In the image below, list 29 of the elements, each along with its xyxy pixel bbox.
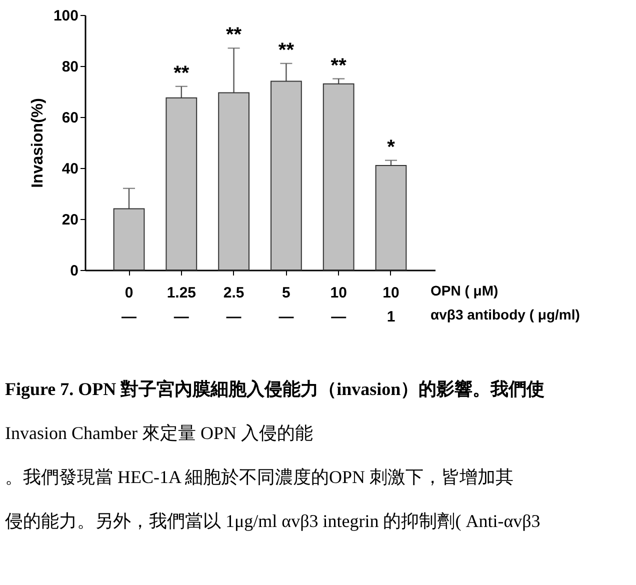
text: 。我們發現當 HEC-1A 細胞於不同濃度的OPN 刺激下，皆增加其 <box>5 467 514 487</box>
x-tick-label: 10 — <box>330 284 347 326</box>
bar <box>375 164 407 270</box>
y-axis-title: Invasion(%) <box>29 98 46 188</box>
bar <box>322 83 354 270</box>
text: 侵的能力。另外，我們當以 1μg/ml αvβ3 integrin 的抑制劑( Anti-αvβ3 <box>5 511 540 531</box>
y-tick-label: 80 <box>62 58 78 76</box>
y-tick-label: 20 <box>62 212 78 228</box>
annotation: ** <box>174 62 190 84</box>
annotation: ** <box>226 24 242 46</box>
y-tick-label: 100 <box>53 8 78 24</box>
x-tick-label: 10 1 <box>382 284 400 326</box>
annotation: * <box>387 136 396 158</box>
annotation: ** <box>278 39 294 62</box>
y-tick-label: 0 <box>70 262 78 280</box>
y-tick-label: 60 <box>62 110 78 126</box>
bar <box>218 92 250 270</box>
caption: Figure 7. OPN 對子宮內膜細胞入侵能力（invasion）的影響。我們使 <box>5 379 545 399</box>
annotation: ** <box>330 54 347 77</box>
x-tick-label: 2.5 — <box>223 284 244 326</box>
x-tick-label: 5 — <box>278 284 294 326</box>
bar <box>166 97 198 270</box>
x-axis-title: OPN ( μM) αvβ3 antibody ( μg/ml) <box>430 282 580 322</box>
bar <box>113 208 145 270</box>
bar <box>270 80 302 270</box>
text: Invasion Chamber 來定量 OPN 入侵的能 <box>5 423 313 443</box>
x-tick-label: 1.25 — <box>166 284 196 326</box>
y-tick-label: 40 <box>62 160 78 178</box>
x-tick-label: 0 — <box>122 284 137 326</box>
